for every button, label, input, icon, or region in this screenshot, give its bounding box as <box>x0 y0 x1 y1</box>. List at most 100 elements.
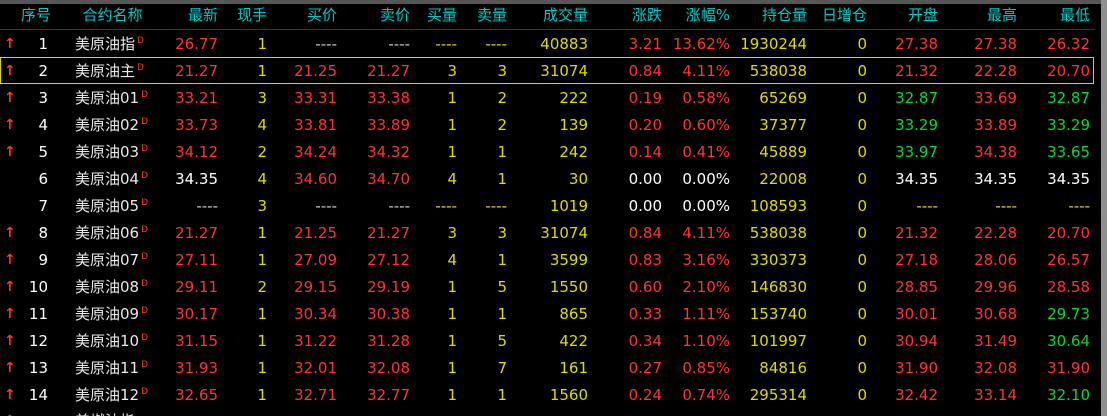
vertical-scrollbar[interactable] <box>1101 0 1107 416</box>
table-row[interactable]: ↑ 11 美原油09 D 30.17 1 30.34 30.38 1 1 865 0.33 1.11% 1… <box>0 300 1095 327</box>
table-row[interactable]: ↑ 14 美原油12 D 32.65 1 32.71 32.77 1 1 1560 0.24 0.74%… <box>0 381 1095 408</box>
cell-last: 31.15 <box>175 331 219 350</box>
up-arrow-icon: ↑ <box>4 116 16 133</box>
cell-bid: ---- <box>315 34 338 53</box>
cell-ask_vol: ---- <box>485 196 508 215</box>
cell-last: 33.21 <box>175 88 219 107</box>
cell-seq: 12 <box>28 331 49 350</box>
cell-change: 0.60 <box>628 277 663 296</box>
table-row[interactable]: ↑ 1 美原油指 D 26.77 1 ---- ---- ---- ---- 40883 3.21 13… <box>0 30 1095 57</box>
cell-volume: 1560 <box>549 385 589 404</box>
column-header-change-pct[interactable]: 涨幅% <box>667 0 736 30</box>
cell-last: 29.11 <box>175 277 219 296</box>
up-arrow-icon: ↑ <box>4 35 16 52</box>
cell-seq: 14 <box>28 385 49 404</box>
cell-last: 31.93 <box>175 358 219 377</box>
no-arrow <box>0 192 22 219</box>
delayed-flag-icon: D <box>141 306 149 316</box>
table-row[interactable]: ↑ 8 美原油06 D 21.27 1 21.25 21.27 3 3 31074 0.84 4.11%… <box>0 219 1095 246</box>
cell-seq: 5 <box>38 142 49 161</box>
cell-open: 21.32 <box>895 61 939 80</box>
cell-bid: 21.25 <box>294 223 338 242</box>
cell-oi_daily_change: 0 <box>857 34 868 53</box>
column-header-low[interactable]: 最低 <box>1022 0 1096 30</box>
column-header-bid[interactable]: 买价 <box>272 0 343 30</box>
cell-seq: 3 <box>38 88 49 107</box>
cell-bid_vol: 4 <box>447 250 458 269</box>
partial-next-row[interactable]: ↑ 美燃油指 <box>0 408 1095 416</box>
cell-cur_vol: 2 <box>257 277 268 296</box>
cell-high: 33.14 <box>974 385 1018 404</box>
cell-ask_vol: 2 <box>497 88 508 107</box>
cell-last: ---- <box>196 196 219 215</box>
cell-open_interest: 22008 <box>759 169 808 188</box>
delayed-flag-icon: D <box>141 90 149 100</box>
cell-low: 29.73 <box>1047 304 1091 323</box>
column-header-open[interactable]: 开盘 <box>872 0 944 30</box>
cell-change_pct: 4.11% <box>682 61 731 80</box>
column-header-name[interactable]: 合约名称 <box>55 0 171 30</box>
up-arrow-icon: ↑ <box>4 62 16 79</box>
cell-bid: 21.25 <box>294 61 338 80</box>
cell-volume: 222 <box>559 88 589 107</box>
up-arrow-icon: ↑ <box>4 251 16 268</box>
cell-volume: 30 <box>568 169 589 188</box>
cell-volume: 31074 <box>540 223 589 242</box>
cell-contract-name: 美原油08 D <box>75 278 149 296</box>
cell-bid: 34.60 <box>294 169 338 188</box>
cell-ask: 29.19 <box>367 277 411 296</box>
column-header-open-interest[interactable]: 持仓量 <box>735 0 813 30</box>
cell-bid: 27.09 <box>294 250 338 269</box>
cell-cur_vol: 1 <box>257 385 268 404</box>
column-header-high[interactable]: 最高 <box>943 0 1023 30</box>
column-header-ask-vol[interactable]: 卖量 <box>462 0 513 30</box>
cell-volume: 161 <box>559 358 589 377</box>
cell-cur_vol: 1 <box>257 61 268 80</box>
column-header-ask[interactable]: 卖价 <box>342 0 416 30</box>
table-row[interactable]: ↑ 2 美原油主 D 21.27 1 21.25 21.27 3 3 31074 0.84 4.11% 5… <box>0 57 1095 84</box>
table-row[interactable]: ↑ 4 美原油02 D 33.73 4 33.81 33.89 1 2 139 0.20 0.60% 37… <box>0 111 1095 138</box>
cell-ask_vol: 5 <box>497 331 508 350</box>
table-row[interactable]: ↑ 9 美原油07 D 27.11 1 27.09 27.12 4 1 3599 0.83 3.16% 3… <box>0 246 1095 273</box>
cell-ask_vol: 2 <box>497 115 508 134</box>
column-header-oi-daily-change[interactable]: 日增仓 <box>812 0 873 30</box>
table-row[interactable]: ↑ 3 美原油01 D 33.21 3 33.31 33.38 1 2 222 0.19 0.58% 65… <box>0 84 1095 111</box>
cell-contract-name: 美原油04 D <box>75 170 149 188</box>
column-header-bid-vol[interactable]: 买量 <box>415 0 463 30</box>
column-header-volume[interactable]: 成交量 <box>512 0 594 30</box>
cell-oi_daily_change: 0 <box>857 250 868 269</box>
cell-ask_vol: 7 <box>497 358 508 377</box>
cell-change_pct: 0.41% <box>682 142 731 161</box>
table-row[interactable]: 6 美原油04 D 34.35 4 34.60 34.70 4 1 30 0.00 0.00% 2200… <box>0 165 1095 192</box>
cell-cur_vol: 4 <box>257 115 268 134</box>
cell-change: 0.34 <box>628 331 663 350</box>
table-row[interactable]: ↑ 10 美原油08 D 29.11 2 29.15 29.19 1 5 1550 0.60 2.10%… <box>0 273 1095 300</box>
table-row[interactable]: ↑ 5 美原油03 D 34.12 2 34.24 34.32 1 1 242 0.14 0.41% 45… <box>0 138 1095 165</box>
column-header-seq[interactable]: 序号 <box>0 0 56 30</box>
cell-open: 21.32 <box>895 223 939 242</box>
cell-bid: 33.31 <box>294 88 338 107</box>
column-header-cur-vol[interactable]: 现手 <box>223 0 273 30</box>
cell-high: 32.08 <box>974 358 1018 377</box>
table-row[interactable]: ↑ 13 美原油11 D 31.93 1 32.01 32.08 1 7 161 0.27 0.85% 8… <box>0 354 1095 381</box>
cell-seq: 10 <box>28 277 49 296</box>
column-header-change[interactable]: 涨跌 <box>593 0 668 30</box>
cell-open_interest: 1930244 <box>740 34 808 53</box>
cell-bid_vol: 1 <box>447 385 458 404</box>
cell-high: 30.68 <box>974 304 1018 323</box>
cell-change: 0.33 <box>628 304 663 323</box>
cell-contract-name: 美原油主 D <box>75 62 144 80</box>
cell-change: 0.00 <box>628 169 663 188</box>
table-row[interactable]: 7 美原油05 D ---- 3 ---- ---- ---- ---- 1019 0.00 0.00… <box>0 192 1095 219</box>
table-row[interactable]: ↑ 12 美原油10 D 31.15 1 31.22 31.28 1 5 422 0.34 1.10% 1… <box>0 327 1095 354</box>
cell-change_pct: 13.62% <box>672 34 731 53</box>
column-header-last[interactable]: 最新 <box>170 0 224 30</box>
cell-low: 30.64 <box>1047 331 1091 350</box>
cell-bid_vol: ---- <box>435 34 458 53</box>
cell-oi_daily_change: 0 <box>857 88 868 107</box>
cell-contract-name: 美原油09 D <box>75 305 149 323</box>
cell-volume: 31074 <box>540 61 589 80</box>
up-arrow-icon: ↑ <box>4 359 16 376</box>
cell-high: 22.28 <box>974 61 1018 80</box>
cell-cur_vol: 1 <box>257 250 268 269</box>
